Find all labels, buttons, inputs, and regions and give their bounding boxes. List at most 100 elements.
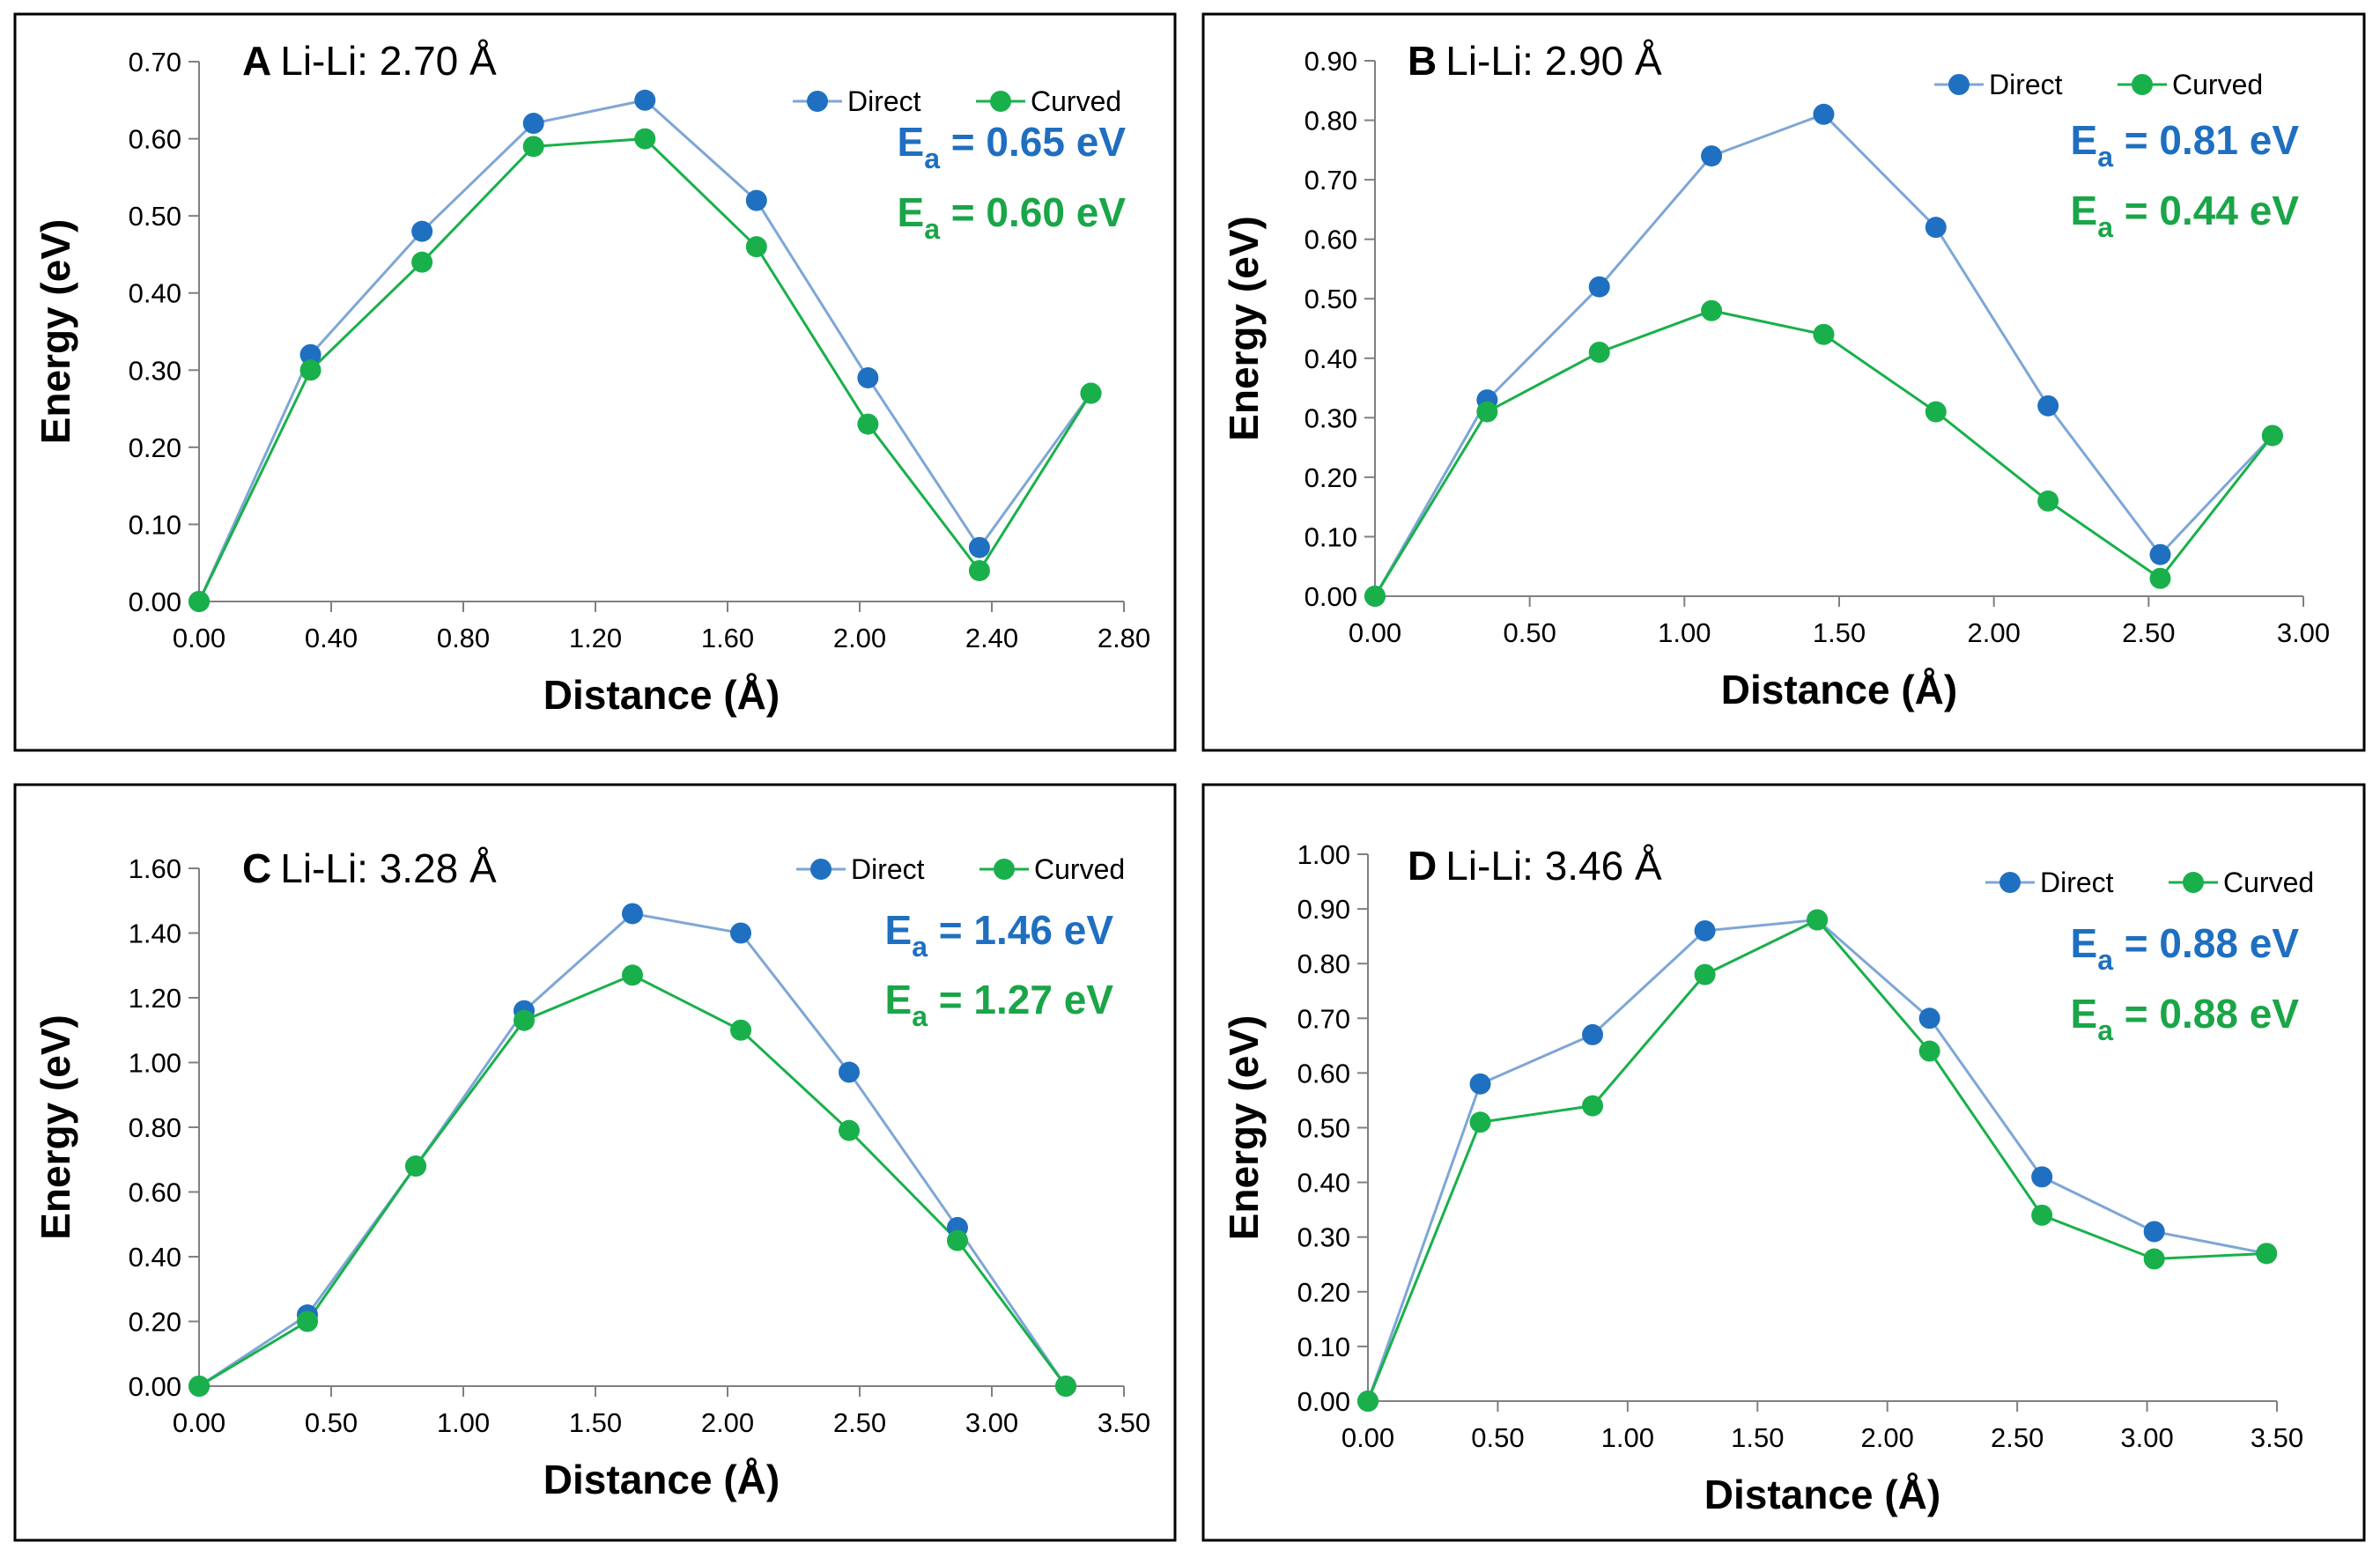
data-point-curved [1357, 1391, 1378, 1412]
legend-label-curved: Curved [1031, 85, 1121, 117]
y-tick-label: 0.50 [129, 201, 181, 232]
x-tick-label: 2.50 [2122, 617, 2175, 648]
panel-subtitle: Li-Li: 3.28 Å [280, 845, 497, 891]
data-point-direct [2143, 1221, 2165, 1243]
data-point-curved [622, 964, 643, 986]
data-point-curved [1476, 401, 1498, 423]
data-point-direct [1588, 276, 1610, 298]
data-point-direct [299, 343, 322, 365]
y-tick-label: 0.70 [129, 47, 181, 77]
legend-marker-curved [994, 859, 1015, 880]
y-tick-label: 0.00 [129, 1371, 181, 1402]
data-point-curved [2261, 424, 2283, 446]
legend-marker-direct [1948, 74, 1970, 95]
x-tick-label: 1.00 [437, 1407, 490, 1438]
data-point-direct [839, 1061, 860, 1083]
y-tick-label: 0.30 [1297, 1222, 1350, 1253]
ea-value: = 0.65 eV [940, 119, 1126, 165]
data-point-direct [411, 220, 433, 242]
panel-letter: C [242, 845, 271, 891]
x-tick-label: 0.80 [437, 623, 490, 653]
legend: Direct Curved [1985, 867, 2314, 898]
x-tick-label: 1.50 [569, 1407, 622, 1438]
y-tick-label: 0.90 [1297, 894, 1350, 925]
ea-subscript: a [2097, 944, 2113, 976]
x-tick-label: 1.50 [1813, 617, 1866, 648]
y-tick-label: 0.70 [1297, 1003, 1350, 1034]
x-tick-label: 3.50 [2251, 1422, 2303, 1453]
y-tick-label: 0.20 [129, 432, 181, 463]
data-point-curved [1582, 1095, 1604, 1117]
ea-subscript: a [924, 213, 940, 245]
y-tick-label: 0.40 [129, 278, 181, 309]
ea-symbol: E [885, 977, 913, 1022]
data-point-direct [1918, 1007, 1940, 1029]
panel-frame [1201, 783, 2366, 1542]
y-tick-label: 0.80 [1297, 948, 1350, 979]
legend-marker-direct [810, 859, 832, 880]
x-tick-label: 0.00 [173, 623, 225, 653]
y-tick-label: 0.40 [1297, 1168, 1350, 1199]
legend-marker-direct [1999, 872, 2021, 893]
y-tick-label: 1.00 [129, 1048, 181, 1079]
y-tick-label: 0.30 [1305, 402, 1357, 433]
data-point-curved [947, 1229, 968, 1251]
x-tick-label: 0.50 [1503, 617, 1556, 648]
data-point-direct [857, 367, 879, 389]
y-tick-label: 0.20 [1297, 1277, 1350, 1308]
data-point-curved [514, 1009, 535, 1031]
y-tick-label: 0.40 [1305, 343, 1357, 374]
data-point-direct [1925, 217, 1947, 239]
series-line-direct [1373, 113, 2273, 597]
data-point-direct [730, 922, 751, 944]
data-point-curved [857, 413, 879, 435]
activation-energy-direct: Ea = 0.81 eV [2071, 117, 2300, 173]
y-tick-label: 0.90 [1305, 46, 1357, 77]
y-tick-label: 0.00 [129, 587, 181, 617]
y-tick-label: 0.00 [1305, 581, 1357, 612]
y-tick-label: 0.50 [1297, 1113, 1350, 1144]
y-tick-label: 0.10 [1305, 521, 1357, 552]
x-tick-label: 1.00 [1658, 617, 1711, 648]
data-point-curved [188, 591, 210, 612]
y-axis-title: Energy (eV) [33, 1015, 78, 1240]
activation-energy-curved: Ea = 1.27 eV [885, 977, 1114, 1032]
panel-frame [13, 783, 1177, 1542]
activation-energy-direct: Ea = 1.46 eV [885, 907, 1114, 963]
data-point-curved [1080, 382, 1102, 404]
ea-symbol: E [2071, 991, 2098, 1037]
x-tick-label: 3.00 [2120, 1422, 2173, 1453]
data-point-curved [2037, 490, 2059, 512]
y-tick-label: 0.60 [129, 124, 181, 155]
x-tick-label: 0.40 [305, 623, 358, 653]
data-point-curved [745, 236, 767, 258]
data-point-curved [1694, 963, 1716, 985]
ea-subscript: a [2097, 141, 2113, 173]
data-point-curved [1701, 299, 1723, 321]
data-point-direct [1694, 919, 1716, 941]
y-tick-label: 0.00 [1297, 1386, 1350, 1417]
ea-subscript: a [2097, 1015, 2113, 1046]
ea-symbol: E [2071, 188, 2098, 233]
data-point-curved [1807, 909, 1829, 931]
data-point-direct [634, 89, 656, 111]
panel-title: C Li-Li: 3.28 Å [242, 845, 497, 891]
data-point-curved [405, 1155, 426, 1177]
panel-title: B Li-Li: 2.90 Å [1408, 38, 1662, 84]
ea-symbol: E [2071, 117, 2098, 163]
y-tick-label: 0.80 [1305, 106, 1357, 137]
panel-subtitle: Li-Li: 2.90 Å [1445, 38, 1662, 84]
y-tick-label: 0.40 [129, 1242, 181, 1273]
y-tick-label: 0.10 [129, 509, 181, 540]
ea-symbol: E [2071, 920, 2098, 966]
y-tick-label: 0.30 [129, 355, 181, 386]
x-tick-label: 1.20 [569, 623, 622, 653]
data-point-curved [1588, 342, 1610, 364]
data-point-curved [839, 1119, 860, 1141]
legend-marker-curved [990, 91, 1011, 112]
y-tick-label: 0.80 [129, 1112, 181, 1143]
y-tick-label: 1.40 [129, 919, 181, 949]
x-axis-title: Distance (Å) [1721, 667, 1957, 712]
y-tick-label: 1.60 [129, 853, 181, 884]
